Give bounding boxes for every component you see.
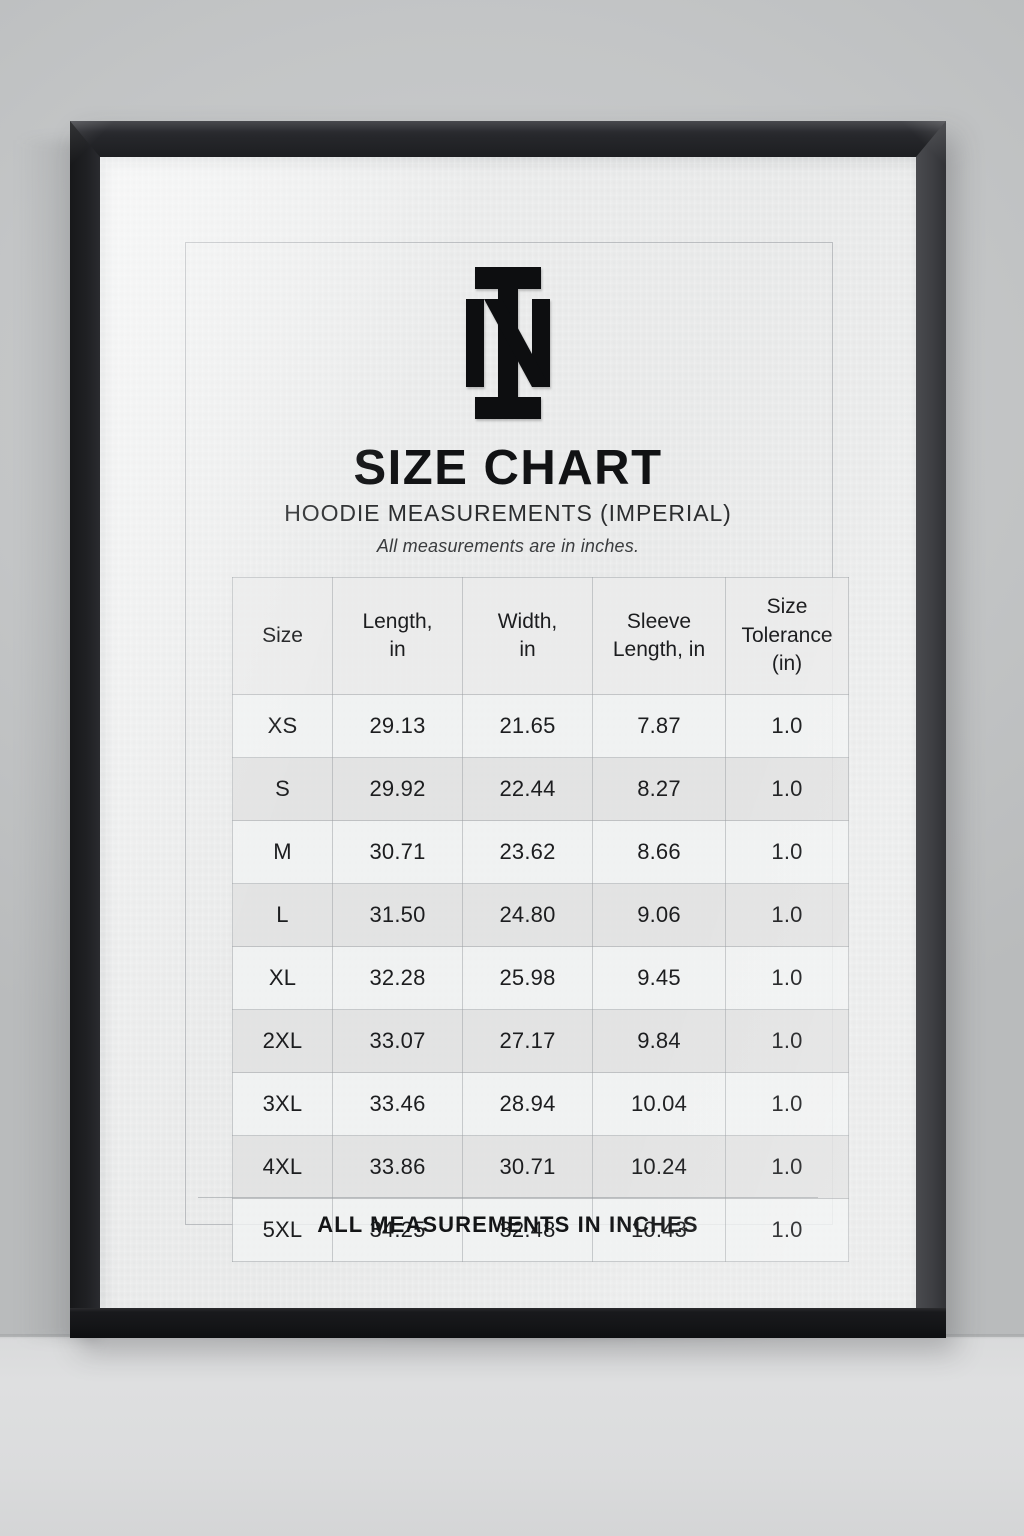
tn-monogram-logo	[462, 267, 554, 419]
table-header: Size Length, in Width, in	[232, 577, 849, 695]
footer-note: ALL MEASUREMENTS IN INCHES	[317, 1212, 699, 1237]
cell-size: XS	[232, 694, 333, 758]
units-note: All measurements are in inches.	[376, 536, 640, 556]
column-header-tolerance: Size Tolerance (in)	[725, 577, 849, 695]
cell-width: 30.71	[462, 1135, 593, 1199]
table-row: L 31.50 24.80 9.06 1.0	[232, 883, 849, 947]
cell-size: 5XL	[232, 1198, 333, 1262]
cell-sleeve: 10.04	[592, 1072, 726, 1136]
cell-width: 23.62	[462, 820, 593, 884]
frame-left-moulding	[70, 121, 100, 1338]
footer-divider	[198, 1197, 818, 1198]
table-body: XS 29.13 21.65 7.87 1.0 S 29.92 22.44 8.…	[232, 694, 849, 1262]
cell-size: M	[232, 820, 333, 884]
page-title: SIZE CHART	[353, 441, 663, 495]
cell-length: 30.71	[332, 820, 463, 884]
table-row: XS 29.13 21.65 7.87 1.0	[232, 694, 849, 758]
column-header-length-line2: in	[389, 638, 406, 661]
column-header-length: Length, in	[332, 577, 463, 695]
column-header-size: Size	[232, 577, 333, 695]
picture-frame: SIZE CHART HOODIE MEASUREMENTS (IMPERIAL…	[70, 121, 946, 1338]
floor-surface	[0, 1337, 1024, 1536]
cell-sleeve: 10.43	[592, 1198, 726, 1262]
table-row: M 30.71 23.62 8.66 1.0	[232, 820, 849, 884]
page-subtitle: HOODIE MEASUREMENTS (IMPERIAL)	[284, 500, 732, 526]
cell-width: 25.98	[462, 946, 593, 1010]
column-header-length-line1: Length,	[362, 609, 433, 633]
cell-sleeve: 9.84	[592, 1009, 726, 1073]
cell-tolerance: 1.0	[725, 1072, 849, 1136]
table-row: XL 32.28 25.98 9.45 1.0	[232, 946, 849, 1010]
table-row: 4XL 33.86 30.71 10.24 1.0	[232, 1135, 849, 1199]
column-header-sleeve-line1: Sleeve	[626, 609, 692, 633]
table-row: 5XL 34.25 32.48 10.43 1.0	[232, 1198, 849, 1262]
column-header-tolerance-line2: Tolerance	[741, 623, 833, 647]
table-header-row: Size Length, in Width, in	[232, 577, 849, 695]
cell-size: L	[232, 883, 333, 947]
cell-tolerance: 1.0	[725, 883, 849, 947]
frame-bottom-highlight	[70, 1308, 946, 1312]
cell-length: 33.86	[332, 1135, 463, 1199]
column-header-width-line1: Width,	[497, 609, 558, 633]
column-header-tolerance-line1: Size	[766, 595, 808, 619]
cell-sleeve: 10.24	[592, 1135, 726, 1199]
size-table-container: Size Length, in Width, in	[232, 577, 849, 1262]
cell-length: 29.92	[332, 757, 463, 821]
cell-width: 24.80	[462, 883, 593, 947]
mat-board: SIZE CHART HOODIE MEASUREMENTS (IMPERIAL…	[100, 157, 916, 1308]
cell-tolerance: 1.0	[725, 1135, 849, 1199]
column-header-tolerance-line3: (in)	[771, 652, 803, 676]
cell-length: 33.46	[332, 1072, 463, 1136]
cell-width: 32.48	[462, 1198, 593, 1262]
column-header-width: Width, in	[462, 577, 593, 695]
cell-length: 32.28	[332, 946, 463, 1010]
cell-tolerance: 1.0	[725, 1198, 849, 1262]
frame-top-moulding	[70, 121, 946, 157]
cell-width: 27.17	[462, 1009, 593, 1073]
cell-size: XL	[232, 946, 333, 1010]
cell-length: 29.13	[332, 694, 463, 758]
frame-bottom-moulding	[70, 1308, 946, 1338]
cell-length: 33.07	[332, 1009, 463, 1073]
column-header-sleeve-line2: Length, in	[612, 638, 706, 661]
cell-size: S	[232, 757, 333, 821]
table-row: 3XL 33.46 28.94 10.04 1.0	[232, 1072, 849, 1136]
cell-width: 28.94	[462, 1072, 593, 1136]
cell-sleeve: 8.66	[592, 820, 726, 884]
cell-sleeve: 8.27	[592, 757, 726, 821]
column-header-size-line1: Size	[262, 623, 303, 647]
cell-tolerance: 1.0	[725, 694, 849, 758]
cell-tolerance: 1.0	[725, 1009, 849, 1073]
cell-size: 3XL	[232, 1072, 333, 1136]
table-row: S 29.92 22.44 8.27 1.0	[232, 757, 849, 821]
size-table: Size Length, in Width, in	[232, 577, 849, 1262]
cell-length: 34.25	[332, 1198, 463, 1262]
cell-width: 21.65	[462, 694, 593, 758]
cell-tolerance: 1.0	[725, 820, 849, 884]
cell-size: 4XL	[232, 1135, 333, 1199]
poster-artwork: SIZE CHART HOODIE MEASUREMENTS (IMPERIAL…	[100, 157, 916, 1308]
column-header-width-line2: in	[519, 638, 536, 661]
logo-container	[100, 267, 916, 419]
cell-size: 2XL	[232, 1009, 333, 1073]
cell-sleeve: 7.87	[592, 694, 726, 758]
frame-right-moulding	[916, 121, 946, 1338]
column-header-sleeve: Sleeve Length, in	[592, 577, 726, 695]
cell-sleeve: 9.45	[592, 946, 726, 1010]
cell-sleeve: 9.06	[592, 883, 726, 947]
table-row: 2XL 33.07 27.17 9.84 1.0	[232, 1009, 849, 1073]
cell-length: 31.50	[332, 883, 463, 947]
cell-width: 22.44	[462, 757, 593, 821]
frame-top-bevel-highlight	[70, 121, 946, 157]
cell-tolerance: 1.0	[725, 946, 849, 1010]
cell-tolerance: 1.0	[725, 757, 849, 821]
